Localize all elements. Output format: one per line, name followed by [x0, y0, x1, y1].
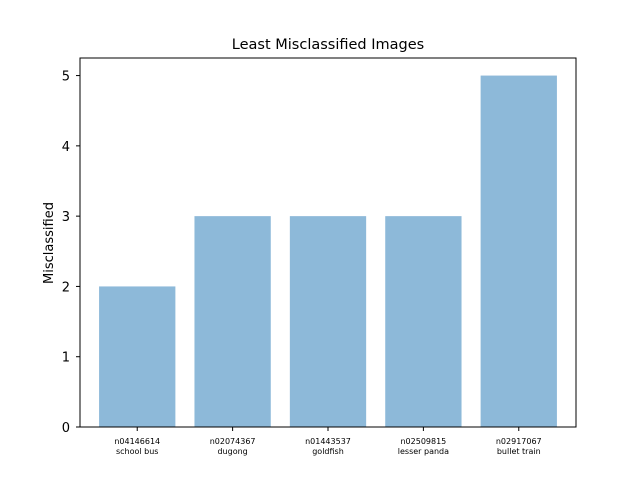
x-tick-label: n04146614 school bus [114, 437, 160, 456]
y-tick-label: 5 [62, 70, 70, 85]
bar-0 [99, 286, 176, 427]
y-axis-label: Misclassified [42, 202, 57, 284]
bar-1 [194, 216, 271, 427]
x-tick-label: n02509815 lesser panda [398, 437, 449, 456]
bar-3 [385, 216, 462, 427]
x-axis-ticks: n04146614 school bus n02074367 dugong n01443… [114, 427, 542, 456]
x-tick-label: n02074367 dugong [210, 437, 256, 456]
y-tick-label: 3 [62, 210, 70, 225]
y-tick-label: 4 [62, 140, 70, 155]
y-tick-label: 1 [62, 351, 70, 366]
x-tick-label: n02917067 bullet train [496, 437, 542, 456]
y-axis-ticks: 0 1 2 3 4 5 [62, 70, 80, 436]
plot-frame [79, 57, 577, 428]
bars-group [99, 75, 557, 428]
y-tick-label: 2 [62, 280, 70, 295]
y-tick-label: 0 [62, 421, 70, 436]
x-tick-label: n01443537 goldfish [305, 437, 351, 456]
bar-2 [289, 216, 367, 427]
bar-4 [480, 75, 557, 428]
chart-title: Least Misclassified Images [232, 37, 424, 53]
